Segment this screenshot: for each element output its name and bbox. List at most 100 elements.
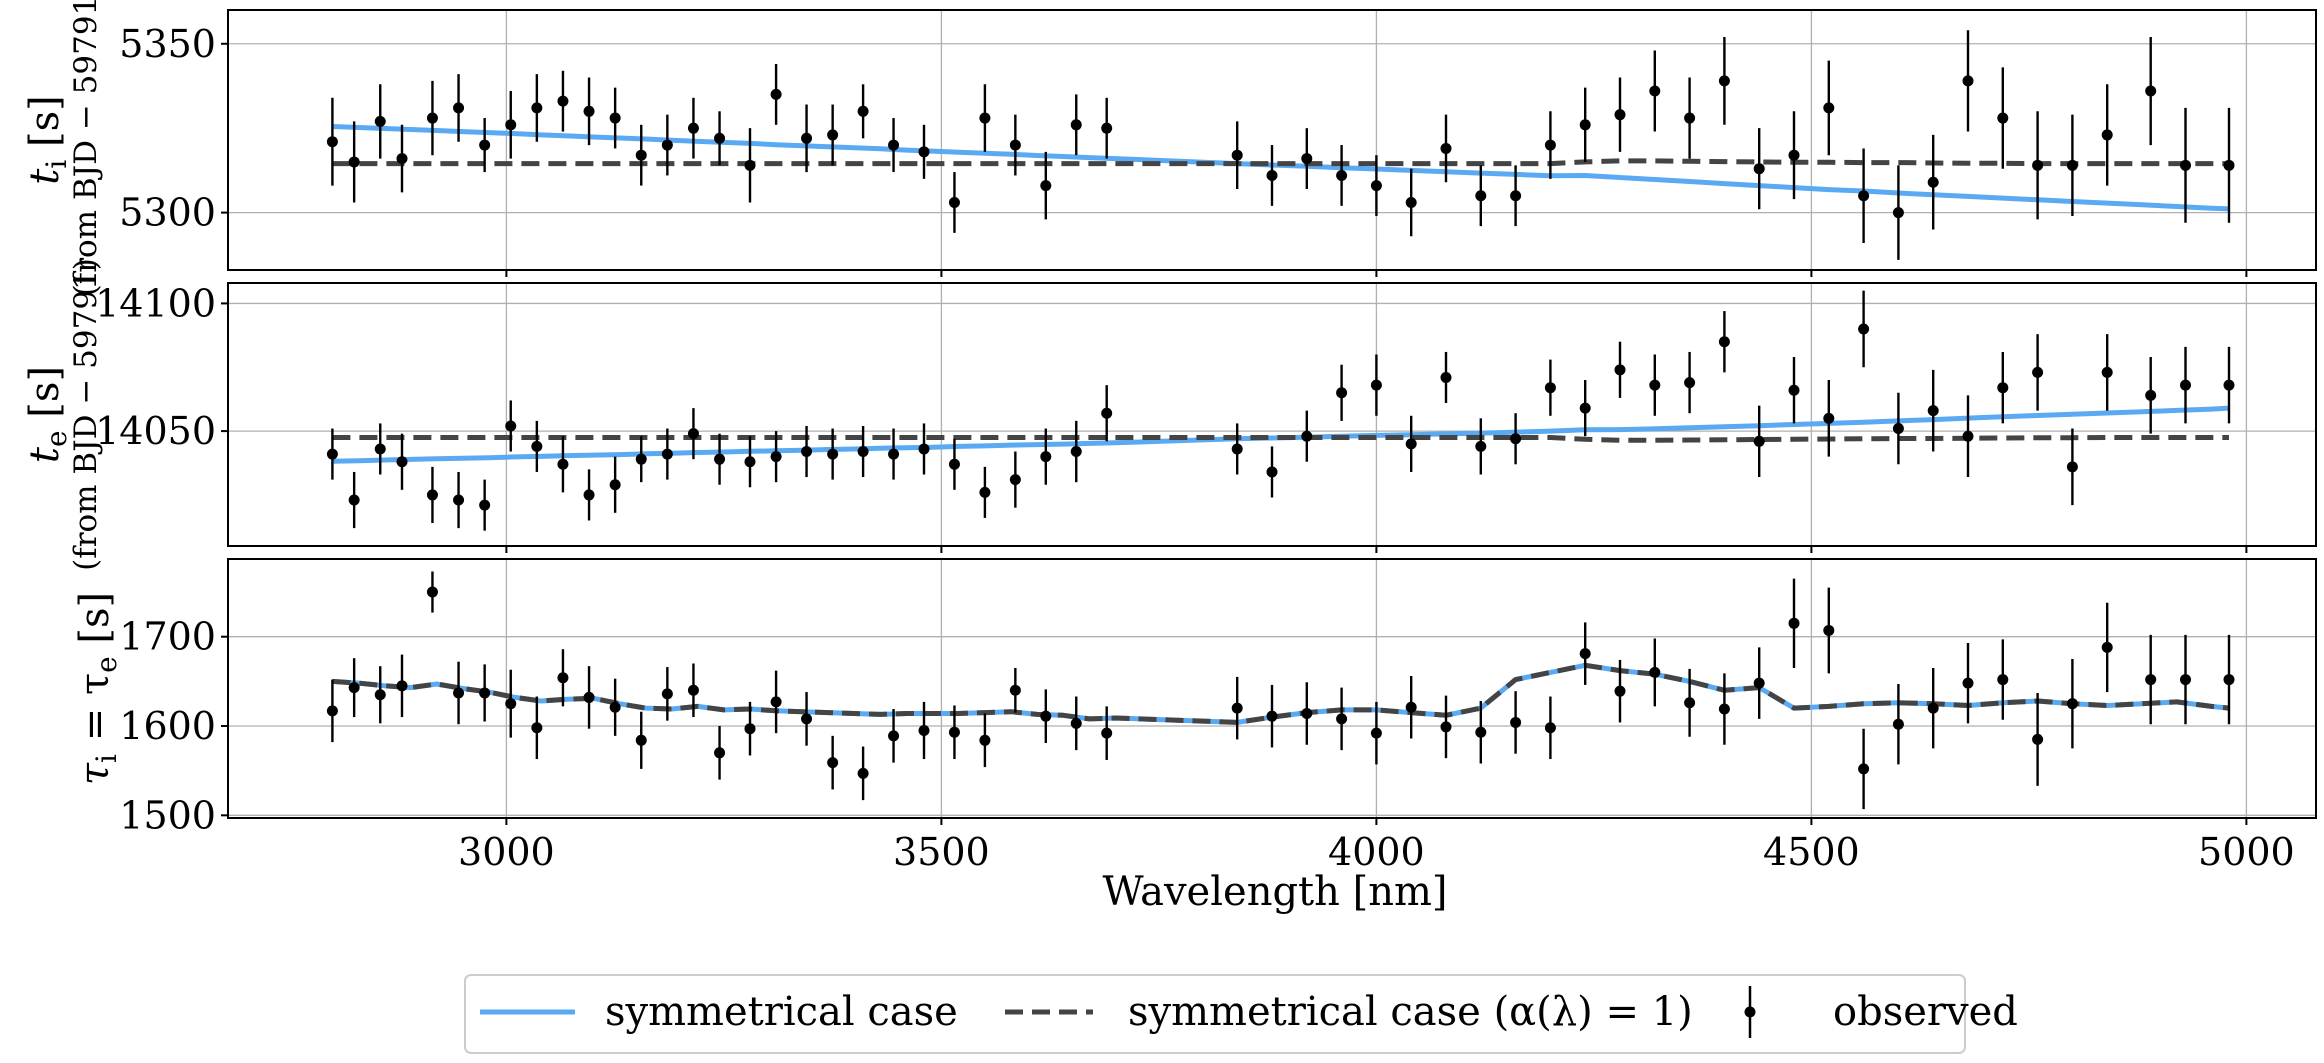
observed-point	[374, 115, 386, 127]
legend-label-observed: observed	[1833, 989, 2018, 1035]
observed-point	[1962, 75, 1974, 87]
observed-point	[1440, 371, 1452, 383]
observed-point	[396, 680, 408, 692]
observed-point	[888, 448, 900, 460]
observed-point	[1997, 674, 2009, 686]
observed-point	[1070, 446, 1082, 458]
observed-point	[1231, 702, 1243, 714]
observed-point	[1649, 666, 1661, 678]
panel-plot-area	[326, 290, 2235, 531]
series-line-symmetrical	[332, 124, 2230, 212]
observed-point	[1336, 713, 1348, 725]
observed-point	[2180, 379, 2191, 391]
y-tick-label: 1600	[119, 704, 216, 748]
observed-point	[505, 698, 517, 710]
observed-point	[2101, 129, 2113, 141]
observed-point	[744, 159, 756, 171]
observed-point	[948, 726, 960, 738]
observed-point	[1649, 379, 1661, 391]
observed-point	[827, 129, 839, 141]
observed-point	[348, 682, 360, 694]
observed-point	[857, 767, 869, 779]
y-axis-label-ti: ti [s]	[22, 95, 73, 185]
observed-point	[1684, 112, 1696, 124]
observed-point	[1475, 190, 1487, 202]
observed-point	[326, 705, 338, 717]
series-line-alpha1	[332, 662, 2230, 725]
observed-point	[979, 112, 991, 124]
observed-point	[557, 458, 569, 470]
observed-point	[770, 451, 782, 463]
observed-point	[1788, 149, 1800, 161]
observed-point	[1858, 323, 1870, 335]
observed-point	[426, 112, 438, 124]
observed-point	[1892, 718, 1904, 730]
observed-point	[1405, 701, 1417, 713]
observed-point	[1962, 677, 1974, 689]
series-line-alpha1	[332, 158, 2229, 167]
observed-point	[1753, 435, 1765, 447]
observed-point	[2032, 159, 2044, 171]
observed-point	[2180, 674, 2191, 686]
observed-point	[453, 687, 465, 699]
observed-point	[635, 453, 647, 465]
observed-point	[1101, 122, 1113, 134]
observed-point	[1510, 433, 1522, 445]
y-tick-label: 14100	[95, 281, 216, 325]
observed-point	[1440, 142, 1452, 154]
observed-point	[479, 687, 491, 699]
x-tick-label: 4000	[1328, 830, 1425, 874]
observed-point	[1301, 708, 1313, 720]
y-tick-label: 5350	[119, 22, 216, 66]
observed-point	[1040, 451, 1052, 463]
observed-point	[1788, 617, 1800, 629]
x-tick-label: 3500	[893, 830, 990, 874]
observed-point	[1405, 438, 1417, 450]
observed-point	[1231, 149, 1243, 161]
observed-point	[1718, 336, 1730, 348]
observed-point	[505, 420, 517, 432]
observed-point	[979, 734, 991, 746]
observed-point	[661, 688, 673, 700]
observed-point	[744, 723, 756, 735]
y-axis-label-tau: τi = τe [s]	[72, 592, 123, 785]
observed-point	[1336, 169, 1348, 181]
observed-point	[348, 494, 360, 506]
observed-point	[1927, 702, 1939, 714]
observed-point	[1579, 119, 1591, 131]
legend-frame	[464, 974, 1966, 1054]
observed-point	[1579, 402, 1591, 414]
observed-point	[396, 456, 408, 468]
observed-point	[635, 734, 647, 746]
observed-point	[1336, 387, 1348, 399]
observed-point	[2223, 379, 2235, 391]
observed-point	[531, 440, 543, 452]
y-axis-label-te: te [s]	[22, 366, 73, 463]
observed-point	[1510, 190, 1522, 202]
x-tick-label: 4500	[1763, 830, 1860, 874]
observed-point	[2180, 159, 2191, 171]
observed-point	[396, 153, 408, 165]
observed-point	[1823, 624, 1835, 636]
observed-point	[1684, 377, 1696, 389]
observed-point	[687, 122, 699, 134]
observed-point	[1718, 703, 1730, 715]
observed-point	[531, 102, 543, 114]
observed-point	[1301, 430, 1313, 442]
observed-point	[583, 105, 595, 117]
observed-point	[2066, 461, 2078, 473]
legend-point-icon	[1744, 1006, 1756, 1018]
observed-point	[918, 724, 930, 736]
observed-point	[1823, 102, 1835, 114]
observed-point	[479, 499, 491, 511]
observed-point	[1370, 180, 1382, 192]
observed-point	[948, 458, 960, 470]
observed-point	[557, 672, 569, 684]
observed-point	[531, 722, 543, 734]
panel-frame	[227, 558, 2317, 819]
observed-point	[2032, 733, 2044, 745]
observed-point	[1649, 85, 1661, 97]
observed-point	[1070, 717, 1082, 729]
observed-point	[1788, 384, 1800, 396]
